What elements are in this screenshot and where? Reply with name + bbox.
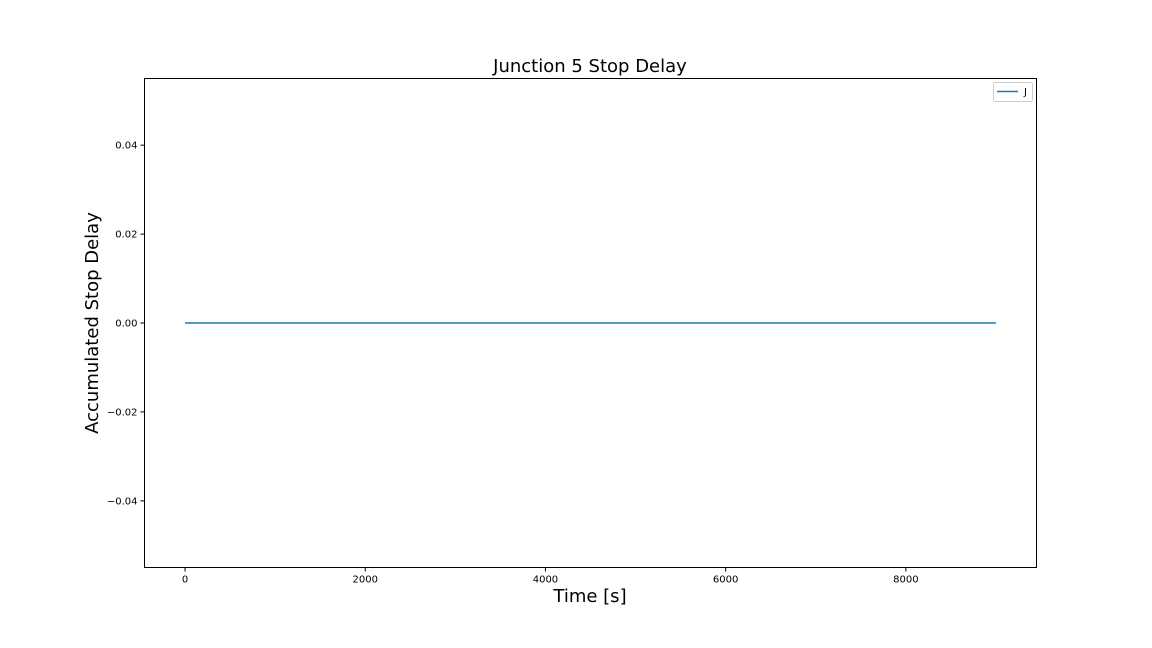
y-tick-label-4: 0.04	[115, 141, 137, 152]
x-axis-label: Time [s]	[552, 586, 626, 607]
y-axis-label: Accumulated Stop Delay	[82, 212, 103, 434]
x-axis: 0 2000 4000 6000 8000	[182, 567, 919, 586]
y-tick-label-3: 0.02	[115, 230, 137, 241]
y-tick-label-1: −0.02	[107, 407, 138, 418]
x-tick-label-1: 2000	[353, 575, 378, 586]
y-tick-label-2: 0.00	[115, 319, 137, 330]
x-tick-label-2: 4000	[533, 575, 558, 586]
chart-title: Junction 5 Stop Delay	[492, 56, 687, 77]
legend: J	[993, 82, 1033, 102]
x-tick-label-4: 8000	[893, 575, 918, 586]
legend-label-j: J	[1023, 87, 1027, 98]
y-tick-label-0: −0.04	[107, 496, 138, 507]
plot-area	[144, 78, 1037, 568]
y-axis: −0.04 −0.02 0.00 0.02 0.04	[107, 141, 145, 507]
x-tick-label-3: 6000	[713, 575, 738, 586]
x-tick-label-0: 0	[182, 575, 188, 586]
